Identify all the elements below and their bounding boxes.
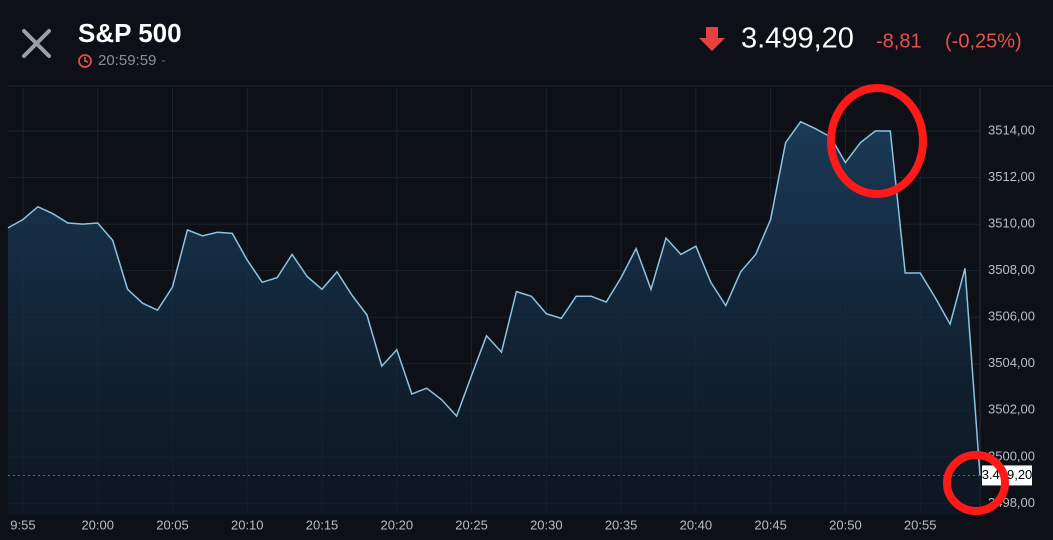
- x-tick-label: 20:10: [231, 517, 264, 532]
- close-button[interactable]: [22, 29, 51, 58]
- price-line: [7, 120, 981, 476]
- x-tick-label: 9:55: [10, 517, 35, 532]
- x-tick-label: 20:20: [381, 517, 414, 532]
- clock-icon: [78, 54, 92, 68]
- y-tick-label: 3502,00: [988, 402, 1035, 417]
- x-tick-label: 20:00: [81, 517, 114, 532]
- x-tick-label: 20:55: [904, 517, 937, 532]
- area-fill: [8, 121, 980, 515]
- plot: 3498,003500,003502,003504,003506,003508,…: [7, 88, 1035, 532]
- price: 3.499,20: [741, 23, 854, 55]
- x-tick-label: 20:45: [754, 517, 787, 532]
- y-tick-label: 3508,00: [988, 262, 1035, 277]
- x-tick-label: 20:25: [455, 517, 488, 532]
- instrument-title: S&P 500: [78, 18, 182, 48]
- y-tick-label: 3512,00: [988, 169, 1035, 184]
- x-tick-label: 20:30: [530, 517, 563, 532]
- down-arrow: [699, 27, 725, 51]
- x-tick-label: 20:15: [306, 517, 339, 532]
- highlight-circle: [943, 451, 1009, 515]
- y-tick-label: 3506,00: [988, 309, 1035, 324]
- x-tick-label: 20:40: [680, 517, 713, 532]
- y-tick-label: 3514,00: [988, 122, 1035, 137]
- y-tick-label: 3510,00: [988, 216, 1035, 231]
- update-time: 20:59:59: [98, 52, 156, 69]
- x-tick-label: 20:50: [829, 517, 862, 532]
- y-tick-label: 3500,00: [988, 448, 1035, 463]
- change-percent: (-0,25%): [945, 30, 1022, 52]
- highlight-circle: [827, 84, 927, 198]
- x-tick-label: 20:35: [605, 517, 638, 532]
- change: -8,81: [876, 30, 922, 52]
- x-tick-label: 20:05: [156, 517, 189, 532]
- time-suffix: -: [161, 52, 166, 69]
- y-tick-label: 3504,00: [988, 355, 1035, 370]
